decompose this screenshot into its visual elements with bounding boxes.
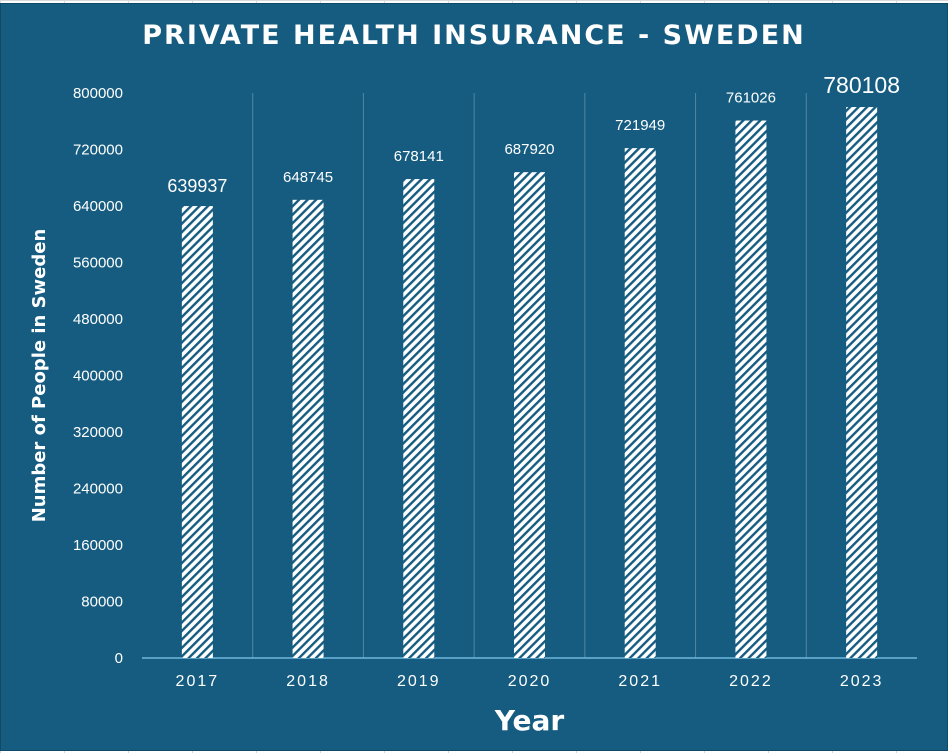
x-tick-label: 2017 — [176, 673, 220, 690]
bar-chart-plot: 639937 648745 678141 687920 721949 761026 7801… — [29, 72, 917, 737]
x-tick-label: 2022 — [729, 673, 773, 690]
chart-title: PRIVATE HEALTH INSURANCE - SWEDEN — [142, 20, 806, 51]
y-axis-ticks: 0 80000 160000 240000 320000 400000 480000 5600… — [73, 85, 123, 667]
bar-2022[interactable] — [735, 120, 767, 658]
data-label: 678141 — [394, 148, 444, 165]
bar-2019[interactable] — [403, 179, 435, 658]
bar-2018[interactable] — [292, 199, 324, 658]
data-label: 721949 — [615, 117, 665, 134]
data-labels: 639937 648745 678141 687920 721949 761026 7801… — [167, 72, 900, 196]
y-tick-label: 800000 — [73, 85, 123, 102]
x-tick-label: 2023 — [840, 673, 884, 690]
data-label: 687920 — [504, 141, 554, 158]
x-tick-label: 2018 — [286, 673, 330, 690]
y-tick-label: 480000 — [73, 311, 123, 328]
y-tick-label: 640000 — [73, 198, 123, 215]
bar-2023[interactable] — [846, 107, 878, 659]
y-tick-label: 400000 — [73, 368, 123, 385]
x-axis-ticks: 2017 2018 2019 2020 2021 2022 2023 — [176, 673, 884, 690]
chart-area[interactable]: PRIVATE HEALTH INSURANCE - SWEDEN 639937… — [0, 3, 948, 751]
bars — [181, 107, 878, 659]
data-label: 780108 — [823, 72, 900, 98]
y-tick-label: 320000 — [73, 424, 123, 441]
x-axis-title: Year — [494, 704, 565, 737]
bar-2017[interactable] — [181, 206, 213, 658]
x-tick-label: 2020 — [508, 673, 552, 690]
y-axis-title: Number of People in Sweden — [29, 229, 50, 523]
y-tick-label: 0 — [115, 650, 123, 667]
data-label: 639937 — [167, 176, 227, 196]
y-tick-label: 720000 — [73, 142, 123, 159]
bar-2021[interactable] — [624, 148, 656, 658]
y-tick-label: 240000 — [73, 481, 123, 498]
y-tick-label: 560000 — [73, 255, 123, 272]
data-label: 761026 — [726, 90, 776, 107]
y-tick-label: 80000 — [81, 594, 123, 611]
x-tick-label: 2019 — [397, 673, 441, 690]
x-tick-label: 2021 — [618, 673, 662, 690]
y-tick-label: 160000 — [73, 537, 123, 554]
data-label: 648745 — [283, 169, 333, 186]
bar-2020[interactable] — [514, 172, 545, 658]
